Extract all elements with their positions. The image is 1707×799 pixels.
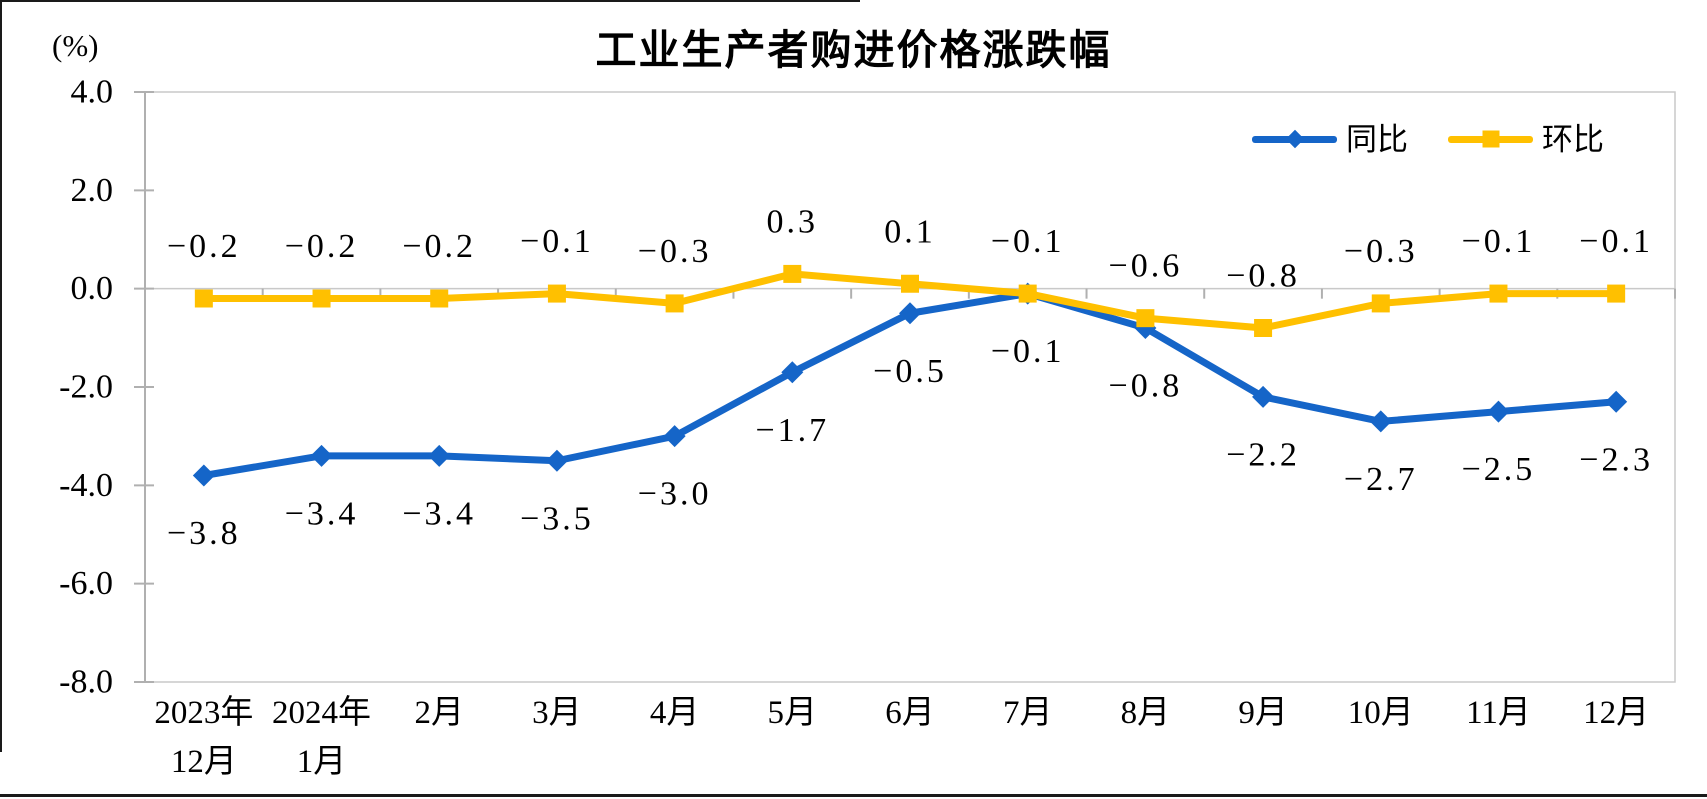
y-axis-tick-label: 4.0 bbox=[71, 74, 114, 111]
tongbi-line-swatch bbox=[1252, 129, 1337, 149]
data-point-marker bbox=[899, 302, 921, 325]
legend-item-huanbi: 环比 bbox=[1448, 124, 1604, 155]
y-axis-tick-label: -2.0 bbox=[59, 369, 113, 406]
data-point-marker bbox=[192, 464, 215, 487]
data-label: −3.8 bbox=[167, 515, 241, 552]
page-border-left bbox=[0, 0, 2, 752]
data-point-marker bbox=[547, 284, 566, 303]
x-axis-label: 4月 bbox=[650, 695, 700, 731]
data-point-marker bbox=[1487, 400, 1510, 423]
data-point-marker bbox=[1371, 294, 1390, 313]
x-axis-label: 2月 bbox=[414, 695, 464, 731]
x-axis-label: 12月 bbox=[1583, 695, 1649, 731]
data-point-marker bbox=[194, 289, 213, 308]
x-axis-label: 2023年 bbox=[154, 694, 253, 731]
data-point-marker bbox=[1369, 410, 1392, 433]
x-axis-label: 6月 bbox=[885, 695, 935, 731]
legend: 同比 环比 bbox=[1252, 118, 1604, 160]
data-label: −0.1 bbox=[1579, 223, 1653, 260]
data-point-marker bbox=[312, 289, 331, 308]
data-label: −0.1 bbox=[520, 223, 594, 260]
data-label: −0.1 bbox=[991, 223, 1065, 260]
data-label: −2.5 bbox=[1462, 451, 1536, 488]
data-label: −0.2 bbox=[167, 228, 241, 265]
data-label: −3.4 bbox=[402, 495, 476, 532]
y-axis-tick-label: 0.0 bbox=[71, 270, 114, 307]
data-label: −2.7 bbox=[1344, 461, 1418, 498]
data-point-marker bbox=[430, 289, 449, 308]
data-point-marker bbox=[1252, 385, 1275, 408]
x-axis-label: 3月 bbox=[532, 695, 582, 731]
legend-label-huanbi: 环比 bbox=[1542, 121, 1604, 157]
data-label: −0.2 bbox=[285, 228, 359, 265]
page-border-top bbox=[0, 0, 860, 2]
data-label: −1.7 bbox=[755, 412, 829, 449]
x-axis-label: 12月 bbox=[171, 744, 237, 780]
x-axis-label: 11月 bbox=[1466, 695, 1531, 731]
data-point-marker bbox=[781, 361, 804, 384]
huanbi-line-swatch bbox=[1448, 130, 1533, 148]
data-label: 0.1 bbox=[884, 213, 936, 250]
data-label: −0.8 bbox=[1109, 368, 1183, 405]
data-point-marker bbox=[1605, 390, 1628, 413]
data-label: −0.5 bbox=[873, 353, 947, 390]
x-axis-label: 8月 bbox=[1121, 695, 1171, 731]
x-axis-label: 2024年 bbox=[272, 694, 371, 731]
data-point-marker bbox=[1254, 319, 1273, 337]
data-label: −3.0 bbox=[638, 476, 712, 513]
data-point-marker bbox=[783, 264, 802, 283]
data-label: −0.3 bbox=[638, 233, 712, 270]
y-axis-unit-label: (%) bbox=[52, 28, 99, 63]
data-point-marker bbox=[665, 294, 684, 313]
data-label: −2.3 bbox=[1579, 441, 1653, 478]
data-point-marker bbox=[901, 274, 919, 293]
data-label: −0.1 bbox=[1462, 223, 1536, 260]
data-point-marker bbox=[428, 444, 451, 467]
x-axis-label: 5月 bbox=[768, 695, 818, 731]
data-point-marker bbox=[1136, 309, 1155, 328]
data-point-marker bbox=[1018, 284, 1037, 303]
x-axis-label: 7月 bbox=[1003, 695, 1053, 731]
y-axis-tick-label: -6.0 bbox=[59, 565, 113, 602]
x-axis-label: 10月 bbox=[1348, 695, 1414, 731]
data-label: −0.8 bbox=[1226, 258, 1300, 295]
legend-item-tongbi: 同比 bbox=[1252, 124, 1408, 155]
data-point-marker bbox=[545, 449, 568, 472]
page-border-bottom bbox=[0, 794, 1707, 797]
legend-label-tongbi: 同比 bbox=[1346, 121, 1408, 157]
data-label: −0.6 bbox=[1109, 248, 1183, 285]
data-label: −0.3 bbox=[1344, 233, 1418, 270]
data-label: −0.1 bbox=[991, 333, 1065, 370]
chart-title: 工业生产者购进价格涨跌幅 bbox=[595, 27, 1112, 73]
x-axis-label: 9月 bbox=[1238, 695, 1288, 731]
x-axis-label: 1月 bbox=[297, 744, 347, 780]
data-label: −2.2 bbox=[1226, 436, 1300, 473]
data-label: −0.2 bbox=[402, 228, 476, 265]
y-axis-tick-label: 2.0 bbox=[71, 172, 114, 209]
data-point-marker bbox=[1489, 284, 1508, 303]
y-axis-tick-label: -4.0 bbox=[59, 467, 113, 504]
data-point-marker bbox=[310, 444, 333, 467]
data-point-marker bbox=[1607, 284, 1626, 303]
data-label: −3.5 bbox=[520, 500, 594, 537]
data-label: −3.4 bbox=[285, 495, 359, 532]
data-label: 0.3 bbox=[767, 203, 819, 240]
data-point-marker bbox=[663, 425, 686, 448]
y-axis-tick-label: -8.0 bbox=[59, 664, 113, 701]
square-marker-icon bbox=[1482, 130, 1499, 148]
